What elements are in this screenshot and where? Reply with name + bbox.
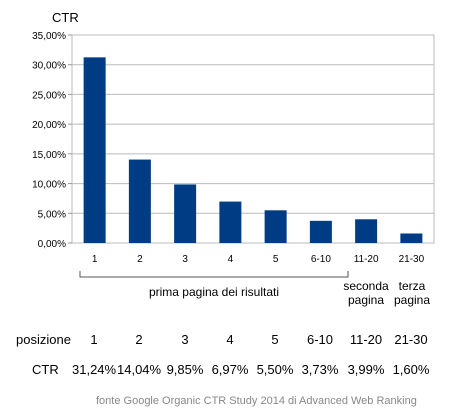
bar (264, 210, 287, 243)
x-tick-label: 5 (273, 254, 279, 265)
ctr-cell: 6,97% (211, 362, 249, 377)
ctr-bar-chart: CTR 0,00%5,00%10,00%15,00%20,00%25,00%30… (32, 10, 435, 307)
ctr-cell: 31,24% (72, 362, 117, 377)
position-cell: 2 (135, 332, 143, 347)
ctr-cell: 5,50% (256, 362, 294, 377)
x-tick-label: 11-20 (354, 254, 379, 265)
position-cell: 1 (90, 332, 98, 347)
bar (355, 219, 378, 243)
first-page-bracket (79, 271, 349, 278)
third-page-label-line1: terza (399, 279, 426, 293)
ctr-header: CTR (32, 362, 59, 377)
ctr-cell: 3,99% (347, 362, 385, 377)
position-cell: 3 (181, 332, 189, 347)
bar (219, 201, 242, 243)
y-tick-label: 30,00% (32, 61, 66, 72)
y-axis-ticks: 0,00% 5,00% 10,00% 15,00% 20,00% 25,00% 30,00%… (32, 31, 72, 250)
ctr-cell: 1,60% (392, 362, 430, 377)
bar (83, 57, 106, 244)
y-tick-label: 20,00% (32, 120, 66, 131)
positions-header: posizione (16, 332, 71, 347)
table-row-positions: posizione 1 2 3 4 5 6-10 11-20 21-30 (0, 330, 450, 350)
y-tick-label: 15,00% (32, 150, 66, 161)
y-tick-label: 5,00% (38, 209, 66, 220)
y-tick-label: 0,00% (38, 239, 66, 250)
position-cell: 6-10 (306, 332, 334, 347)
bars (83, 57, 423, 244)
position-cell: 11-20 (349, 332, 383, 347)
second-page-label-line2: pagina (348, 293, 384, 307)
bar (309, 220, 332, 243)
y-tick-label: 10,00% (32, 180, 66, 191)
x-tick-label: 1 (92, 254, 98, 265)
y-tick-label: 35,00% (32, 31, 66, 42)
chart-title: CTR (52, 10, 79, 25)
position-cell: 5 (271, 332, 279, 347)
position-cell: 21-30 (394, 332, 428, 347)
x-tick-label: 4 (228, 254, 234, 265)
position-cell: 4 (226, 332, 234, 347)
x-tick-label: 3 (182, 254, 188, 265)
x-axis-ticks: 1 2 3 4 5 6-10 11-20 21-30 (92, 254, 425, 265)
bar (400, 233, 423, 243)
x-tick-label: 21-30 (399, 254, 425, 265)
table-row-ctr: CTR 31,24% 14,04% 9,85% 6,97% 5,50% 3,73… (0, 360, 450, 380)
x-tick-label: 2 (137, 254, 143, 265)
source-footer: fonte Google Organic CTR Study 2014 di A… (96, 395, 417, 407)
plot-area (71, 34, 435, 244)
x-tick-label: 6-10 (311, 254, 331, 265)
first-page-label: prima pagina dei risultati (149, 285, 279, 299)
second-page-label-line1: seconda (343, 279, 389, 293)
third-page-label-line2: pagina (394, 293, 430, 307)
ctr-cell: 3,73% (301, 362, 339, 377)
y-tick-label: 25,00% (32, 90, 66, 101)
ctr-cell: 9,85% (166, 362, 204, 377)
ctr-cell: 14,04% (117, 362, 162, 377)
bar (174, 184, 197, 243)
bar (128, 159, 151, 243)
